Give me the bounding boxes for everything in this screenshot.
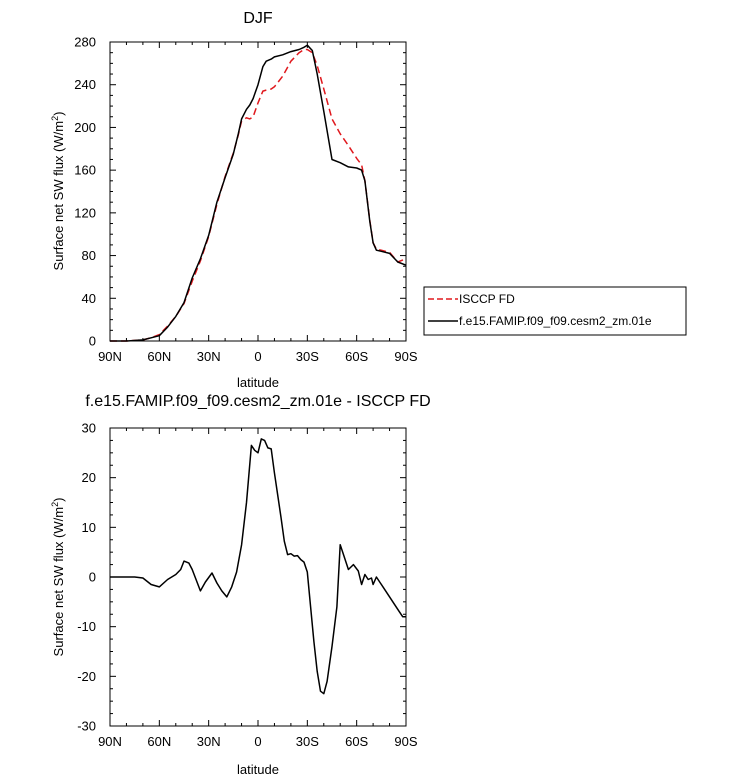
bottom-y-tick-label: 0: [89, 570, 96, 585]
top-plot-lines: [110, 44, 407, 342]
top-y-tick-label: 120: [74, 205, 96, 220]
bottom-y-ticks: -30 -20 -10 0 10 20 30: [77, 421, 406, 734]
bottom-x-tick-label: 30S: [296, 734, 319, 749]
top-y-tick-label: 80: [82, 248, 96, 263]
bottom-panel: f.e15.FAMIP.f09_f09.cesm2_zm.01e - ISCCP…: [50, 393, 431, 777]
top-y-tick-label: 160: [74, 163, 96, 178]
top-panel: DJF 90N 60N 30N 0 30S 60S 90S 0 40 80 120 160 200 24…: [50, 10, 687, 390]
legend-box: [423, 286, 687, 336]
bottom-x-tick-label: 90S: [394, 734, 417, 749]
bottom-y-tick-label: -30: [77, 719, 96, 734]
top-y-tick-label: 200: [74, 120, 96, 135]
bottom-y-tick-label: -10: [77, 619, 96, 634]
top-x-tick-label: 60S: [345, 349, 368, 364]
top-x-ticks: 90N 60N 30N 0 30S 60S 90S: [98, 42, 418, 364]
top-y-axis-label: Surface net SW flux (W/m2): [50, 112, 66, 271]
top-x-tick-label: 90N: [98, 349, 122, 364]
bottom-x-tick-label: 90N: [98, 734, 122, 749]
legend-label-model: f.e15.FAMIP.f09_f09.cesm2_zm.01e: [459, 314, 652, 328]
bottom-series-line-0: [110, 438, 406, 695]
top-x-tick-label: 90S: [394, 349, 417, 364]
bottom-x-tick-label: 0: [254, 734, 261, 749]
top-series-line-1: [110, 44, 407, 342]
top-y-tick-label: 0: [89, 334, 96, 349]
top-y-tick-label: 40: [82, 291, 96, 306]
bottom-y-tick-label: 10: [82, 520, 96, 535]
bottom-x-tick-label: 60N: [147, 734, 171, 749]
bottom-x-axis-label: latitude: [237, 762, 279, 777]
top-x-tick-label: 30N: [197, 349, 221, 364]
top-x-tick-label: 60N: [147, 349, 171, 364]
top-y-tick-label: 240: [74, 77, 96, 92]
top-x-tick-label: 30S: [296, 349, 319, 364]
top-chart-title: DJF: [243, 10, 273, 27]
legend: ISCCP FD f.e15.FAMIP.f09_f09.cesm2_zm.01…: [423, 286, 687, 336]
legend-label-isccp: ISCCP FD: [459, 292, 515, 306]
bottom-chart-title: f.e15.FAMIP.f09_f09.cesm2_zm.01e - ISCCP…: [85, 393, 430, 410]
bottom-y-tick-label: -20: [77, 669, 96, 684]
top-series-line-0: [110, 48, 407, 342]
bottom-plot-frame: [109, 427, 407, 727]
bottom-y-axis-label: Surface net SW flux (W/m2): [50, 498, 66, 657]
bottom-x-tick-label: 30N: [197, 734, 221, 749]
bottom-plot-lines: [110, 438, 406, 695]
top-y-tick-label: 280: [74, 35, 96, 50]
bottom-y-tick-label: 30: [82, 421, 96, 436]
top-x-axis-label: latitude: [237, 375, 279, 390]
bottom-y-tick-label: 20: [82, 470, 96, 485]
top-y-ticks: 0 40 80 120 160 200 240 280: [74, 35, 406, 349]
bottom-x-tick-label: 60S: [345, 734, 368, 749]
bottom-x-ticks: 90N 60N 30N 0 30S 60S 90S: [98, 428, 418, 749]
top-x-tick-label: 0: [254, 349, 261, 364]
